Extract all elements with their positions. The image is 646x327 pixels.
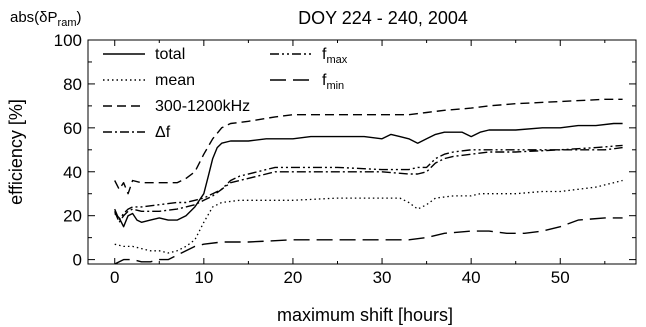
series-line-5: [114, 217, 623, 265]
x-tick-label: 40: [462, 268, 481, 287]
legend-label-1: mean: [155, 72, 195, 89]
plot-frame: [87, 39, 637, 265]
series-layer: [114, 98, 623, 265]
y-axis-label: efficiency [%]: [6, 99, 26, 205]
x-axis-label: maximum shift [hours]: [277, 305, 453, 325]
x-tick-label: 0: [110, 268, 119, 287]
x-tick-label: 30: [373, 268, 392, 287]
y-tick-label: 20: [63, 207, 82, 226]
legend-label-4: fmax: [322, 46, 348, 66]
legend-label-3: Δf: [155, 124, 171, 141]
y-tick-label: 60: [63, 119, 82, 138]
x-tick-label: 50: [551, 268, 570, 287]
x-tick-label: 10: [194, 268, 213, 287]
series-line-0: [114, 122, 623, 228]
y-tick-label: 100: [54, 31, 82, 50]
series-line-2: [114, 98, 623, 195]
corner-label: abs(δPram): [10, 9, 82, 29]
series-line-3: [114, 146, 623, 224]
legend-label-5: fmin: [322, 72, 344, 92]
y-tick-label: 40: [63, 163, 82, 182]
series-line-1: [114, 179, 623, 254]
y-tick-label: 80: [63, 75, 82, 94]
legend-label-0: total: [155, 46, 185, 63]
legend: total mean 300-1200kHz Δf fmax fmin: [103, 46, 348, 141]
legend-label-2: 300-1200kHz: [155, 98, 250, 115]
x-tick-label: 20: [283, 268, 302, 287]
y-tick-label: 0: [73, 251, 82, 270]
chart-title: DOY 224 - 240, 2004: [298, 8, 468, 28]
axis-ticks: 0 10 20 30 40 50 0 20 40 60 80 100: [54, 31, 636, 287]
series-line-4: [114, 144, 623, 221]
